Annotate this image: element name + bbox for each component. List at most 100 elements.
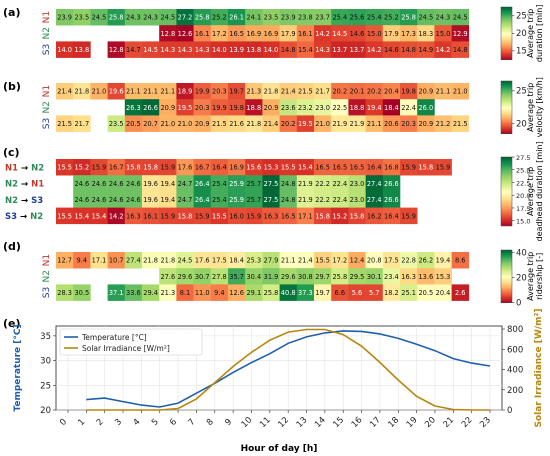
cell-value: 25.2	[384, 14, 399, 22]
cell-value: 21.1	[367, 120, 382, 128]
colorbar-segment	[501, 194, 512, 197]
cell-value: 21.1	[281, 257, 296, 265]
heatmap-cell	[296, 41, 315, 58]
heatmap-cell	[56, 284, 74, 301]
heatmap-cell	[331, 25, 349, 42]
heatmap-cell	[228, 207, 246, 225]
heatmap-cell	[331, 252, 349, 269]
colorbar-segment	[501, 91, 512, 94]
cell-value: 15.9	[401, 212, 416, 220]
cell-value: 24.6	[126, 180, 141, 188]
colorbar-segment	[501, 269, 512, 272]
cell-value: 22.8	[401, 257, 416, 265]
cell-value: 30.5	[74, 289, 89, 297]
cell-value: 12.7	[57, 257, 72, 265]
heatmap-cell	[451, 9, 470, 26]
heatmap-cell	[176, 115, 194, 132]
heatmap-cell	[210, 41, 229, 58]
heatmap-cell	[400, 159, 418, 176]
cell-value: 14.6	[384, 46, 399, 54]
heatmap-cell	[124, 191, 143, 208]
cell-value: 18.2	[384, 289, 399, 297]
heatmap-cell	[245, 175, 263, 192]
heatmap-cell	[73, 191, 91, 208]
heatmap-cell	[159, 268, 177, 285]
heatmap-cell	[73, 83, 91, 100]
cell-value: 29.4	[143, 289, 158, 297]
colorbar-segment	[501, 16, 512, 18]
heatmap-cell	[365, 207, 384, 225]
colorbar-segment	[501, 34, 512, 37]
heatmap-cell	[296, 207, 315, 225]
heatmap-cell	[331, 207, 349, 225]
cell-value: 16.0	[229, 212, 244, 220]
heatmap-cell	[159, 159, 177, 176]
x-tick-label: 19	[405, 415, 420, 430]
cell-value: 19.4	[436, 257, 451, 265]
cell-value: 24.3	[143, 14, 158, 22]
colorbar-segment	[501, 169, 512, 172]
cell-value: 16.2	[367, 212, 382, 220]
colorbar-segment	[501, 189, 512, 192]
heatmap-cell	[159, 175, 177, 192]
heatmap-cell	[193, 25, 212, 42]
colorbar-segment	[501, 115, 512, 117]
cell-value: 21.5	[298, 88, 313, 96]
heatmap-cell	[210, 9, 229, 26]
heatmap-cell	[434, 9, 452, 26]
colorbar-segment	[501, 28, 512, 30]
cell-value: 15.8	[315, 212, 330, 220]
colorbar-segment	[501, 111, 512, 113]
heatmap-cell	[262, 25, 280, 42]
heatmap-cell	[142, 41, 160, 58]
colorbar-segment	[501, 9, 512, 12]
heatmap-cell	[365, 284, 384, 301]
colorbar-segment	[501, 200, 512, 203]
heatmap-cell	[90, 252, 108, 269]
colorbar-tick-label: 40	[516, 248, 527, 258]
cell-value: 24.5	[418, 14, 433, 22]
heatmap-cell	[348, 175, 366, 192]
colorbar-frame	[500, 156, 513, 227]
cell-value: 20.1	[350, 88, 365, 96]
colorbar-segment	[501, 220, 512, 223]
cell-value: 16.3	[264, 212, 279, 220]
cell-value: 19.6	[109, 88, 124, 96]
heatmap-cell	[56, 252, 74, 269]
colorbar-segment	[501, 274, 512, 277]
heatmap-cell	[348, 83, 366, 100]
cell-value: 15.4	[298, 46, 313, 54]
colorbar-segment	[501, 179, 512, 182]
heatmap-cell	[210, 99, 229, 116]
heatmap-cell	[451, 41, 470, 58]
y-axis-label-left: Temperature [°C]	[13, 324, 23, 411]
cell-value: 21.8	[264, 88, 279, 96]
heatmap-cell	[73, 115, 91, 132]
cell-value: 16.7	[109, 164, 124, 172]
colorbar-segment	[501, 252, 512, 255]
colorbar-segment	[501, 288, 512, 290]
heatmap-cell	[107, 191, 126, 208]
cell-value: 23.4	[384, 273, 399, 281]
heatmap-cell	[245, 252, 263, 269]
cell-value: 16.9	[264, 30, 279, 38]
colorbar-segment	[501, 41, 512, 43]
cell-value: 14.3	[160, 46, 175, 54]
colorbar-label: Average tripridership [-]	[526, 252, 544, 301]
cell-value: 16.9	[229, 164, 244, 172]
heatmap-cell	[434, 115, 452, 132]
heatmap-cell	[382, 115, 401, 132]
colorbar-segment	[501, 163, 512, 166]
cell-value: 12.6	[229, 289, 244, 297]
heatmap-cell	[193, 268, 212, 285]
heatmap-cell	[228, 25, 246, 42]
heatmap-cell	[314, 252, 332, 269]
cell-value: 16.9	[246, 30, 261, 38]
heatmap-cell	[107, 115, 126, 132]
heatmap-cell	[434, 25, 452, 42]
heatmap-cell	[279, 99, 298, 116]
x-tick-label: 1	[76, 417, 87, 428]
cell-value: 21.5	[212, 120, 227, 128]
heatmap-cell	[382, 83, 401, 100]
cell-value: 26.2	[418, 257, 433, 265]
